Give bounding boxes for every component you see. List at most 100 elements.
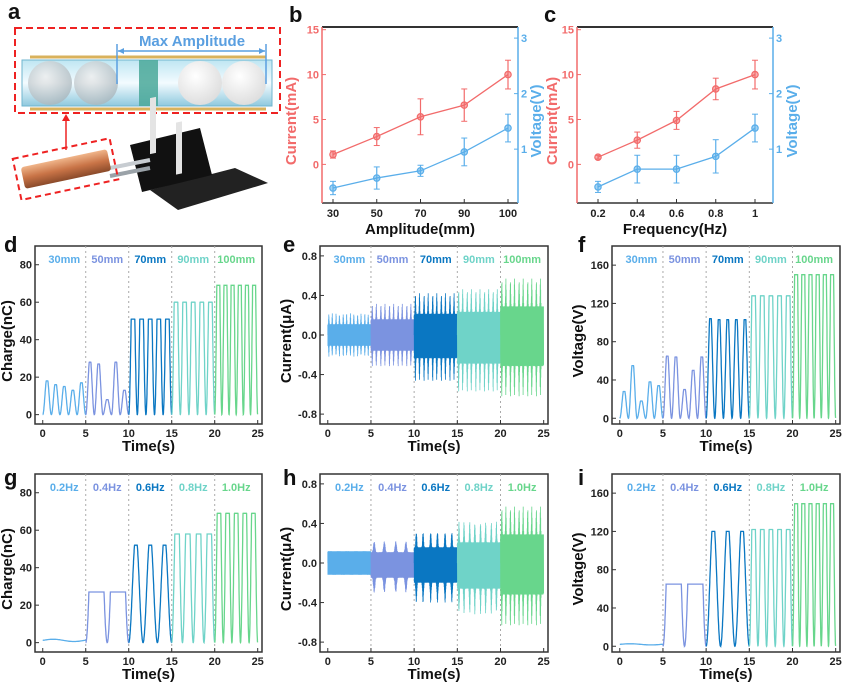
panel-f-chart: 0 5 10 15 20 25 0 40 80 120 160 Time(s) Voltage(V) 30… xyxy=(570,245,842,455)
x-tick-label: 10 xyxy=(700,656,712,668)
y-tick-label: 0.0 xyxy=(302,330,317,342)
segment-waveform xyxy=(662,355,707,420)
x-tick-label: 10 xyxy=(408,428,420,440)
zoom-highlight-box xyxy=(14,27,281,114)
y-tick-label: -0.8 xyxy=(298,409,317,421)
x-tick-label: 0 xyxy=(40,428,46,440)
y-axis-title-right: Voltage(V) xyxy=(528,84,545,157)
x-tick-label: 90 xyxy=(458,208,470,220)
ball xyxy=(178,61,222,105)
x-tick-label: 15 xyxy=(166,656,178,668)
y2-tick-label: 2 xyxy=(521,89,527,101)
rod xyxy=(109,166,151,178)
segment-label: 0.6Hz xyxy=(136,482,165,494)
panel-letters: a b c d e f g h i xyxy=(4,0,586,490)
arrow-head xyxy=(118,48,124,54)
x-tick-label: 10 xyxy=(123,656,135,668)
segment-waveform xyxy=(619,643,664,646)
y-tick-label: 0.4 xyxy=(302,518,318,530)
x-tick-label: 0.8 xyxy=(708,208,723,220)
x-tick-label: 20 xyxy=(494,428,506,440)
segment-label: 0.4Hz xyxy=(378,482,407,494)
segment-label: 0.4Hz xyxy=(93,482,122,494)
x-tick-label: 25 xyxy=(830,656,842,668)
y-tick-label: 5 xyxy=(568,114,574,126)
plot-frame xyxy=(34,473,263,653)
panel-letter: e xyxy=(283,232,295,257)
y-axis-title: Voltage(V) xyxy=(570,304,587,377)
x-tick-label: 10 xyxy=(700,428,712,440)
segment-waveform xyxy=(456,521,501,615)
x-tick-label: 20 xyxy=(786,656,798,668)
segment-label: 90mm xyxy=(177,254,209,266)
y2-tick-label: 3 xyxy=(521,33,527,45)
segment-waveform xyxy=(370,303,415,367)
x-tick-label: 15 xyxy=(743,428,755,440)
panel-b-chart: 0 5 10 15 1 2 3 30 50 70 90 100 Amplitude(mm) Current… xyxy=(283,25,545,238)
segment-waveform xyxy=(662,583,707,648)
segment-waveform xyxy=(413,533,458,603)
data-point xyxy=(751,70,759,79)
x-tick-label: 20 xyxy=(209,656,221,668)
segment-label: 1.0Hz xyxy=(800,482,829,494)
y2-tick-label: 1 xyxy=(776,144,782,156)
y-axis-title-left: Current(mA) xyxy=(283,77,300,165)
data-point xyxy=(633,165,642,173)
x-tick-label: 70 xyxy=(414,208,426,220)
data-point xyxy=(594,183,602,191)
plot-frame xyxy=(611,245,841,425)
y-tick-label: 80 xyxy=(597,337,609,349)
y-axis-title: Charge(nC) xyxy=(0,300,16,382)
segment-waveform xyxy=(85,361,130,416)
panel-letter: a xyxy=(8,0,21,24)
data-point xyxy=(416,166,425,175)
coil-cylinder xyxy=(21,149,111,189)
y-tick-label: 0.0 xyxy=(302,558,317,570)
data-point xyxy=(504,70,512,79)
y-tick-label: 20 xyxy=(20,600,32,612)
data-point xyxy=(594,153,602,162)
ball-ghost xyxy=(28,61,72,105)
x-tick-label: 15 xyxy=(451,656,463,668)
arrow-head xyxy=(62,114,70,121)
data-point xyxy=(504,124,512,132)
x-tick-label: 20 xyxy=(786,428,798,440)
y-tick-label: 80 xyxy=(20,260,32,272)
y-tick-label: 160 xyxy=(591,488,609,500)
y2-tick-label: 1 xyxy=(521,144,527,156)
y-tick-label: 0 xyxy=(26,638,32,650)
segment-label: 0.2Hz xyxy=(50,482,79,494)
x-tick-label: 5 xyxy=(83,656,89,668)
x-tick-label: 25 xyxy=(252,428,264,440)
data-point xyxy=(460,101,469,109)
data-point xyxy=(372,132,381,141)
plot-frame xyxy=(34,245,263,425)
x-tick-label: 100 xyxy=(499,208,517,220)
x-tick-label: 15 xyxy=(743,656,755,668)
data-point xyxy=(633,136,642,144)
voltage-line xyxy=(332,127,509,189)
x-tick-label: 5 xyxy=(660,656,666,668)
x-tick-label: 5 xyxy=(83,428,89,440)
x-tick-label: 5 xyxy=(368,428,374,440)
panel-letter: i xyxy=(578,465,584,490)
segment-waveform xyxy=(128,544,173,644)
y-tick-label: -0.4 xyxy=(298,370,318,382)
segment-label: 1.0Hz xyxy=(222,482,251,494)
x-axis-title: Amplitude(mm) xyxy=(365,221,475,238)
y-axis-title-right: Voltage(V) xyxy=(784,84,801,157)
x-axis-title: Frequency(Hz) xyxy=(623,221,727,238)
y-tick-label: -0.4 xyxy=(298,598,318,610)
y-tick-label: 0 xyxy=(26,410,32,422)
y-tick-label: 15 xyxy=(562,25,574,37)
segment-label: 90mm xyxy=(755,254,787,266)
y-tick-label: 10 xyxy=(562,70,574,82)
y-tick-label: 5 xyxy=(313,114,319,126)
x-tick-label: 10 xyxy=(408,656,420,668)
segment-label: 0.6Hz xyxy=(713,482,742,494)
y-tick-label: 40 xyxy=(20,563,32,575)
segment-label: 100mm xyxy=(503,254,541,266)
panel-c-chart: 0 5 10 15 1 2 3 0.2 0.4 0.6 0.8 1 Frequency(Hz) Curre… xyxy=(544,25,801,238)
